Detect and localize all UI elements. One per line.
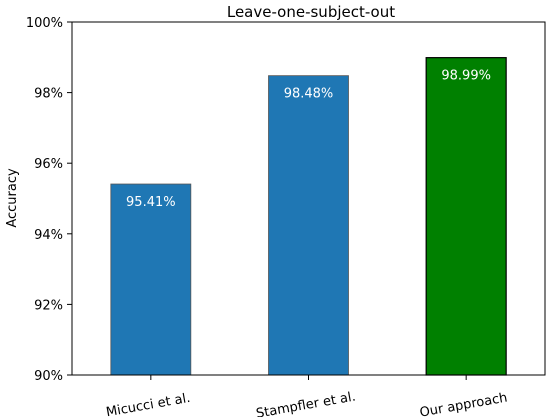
y-tick-label: 90% bbox=[34, 369, 63, 384]
bar bbox=[268, 75, 349, 376]
x-tick-label: Micucci et al. bbox=[105, 391, 192, 417]
y-tick-label: 92% bbox=[34, 298, 63, 313]
bar-value-label: 98.99% bbox=[441, 69, 491, 84]
y-axis-label: Accuracy bbox=[5, 168, 20, 228]
y-tick-label: 94% bbox=[34, 228, 63, 243]
y-tick-label: 98% bbox=[34, 87, 63, 102]
plot-area: 95.41% Micucci et al. 98.48% Stampfler et a… bbox=[26, 16, 546, 417]
axes-frame bbox=[71, 21, 546, 376]
x-tick-label: Stampfler et al. bbox=[255, 389, 357, 417]
bar-value-label: 98.48% bbox=[284, 87, 334, 102]
bar-value-label: 95.41% bbox=[126, 195, 176, 210]
bar bbox=[110, 183, 192, 376]
chart-title: Leave-one-subject-out bbox=[227, 3, 395, 21]
y-tick-label: 96% bbox=[34, 157, 63, 172]
bar bbox=[425, 57, 507, 376]
x-tick-label: Our approach bbox=[419, 390, 509, 417]
y-tick-label: 100% bbox=[26, 16, 63, 31]
